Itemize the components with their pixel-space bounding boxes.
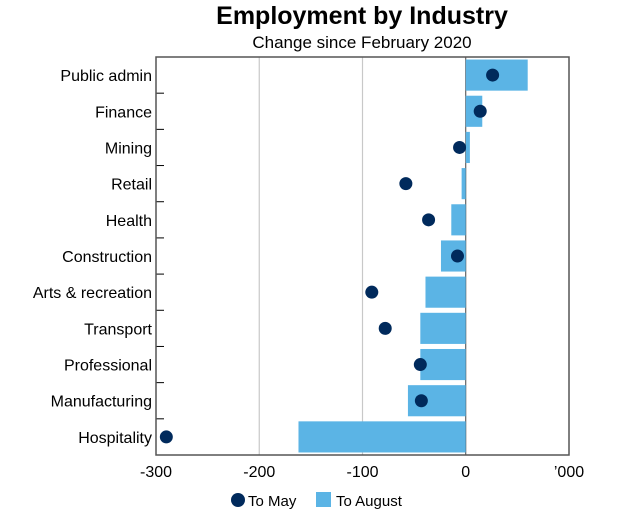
chart-subtitle: Change since February 2020 xyxy=(252,33,472,52)
bar-to-august xyxy=(420,348,466,381)
legend-dot-icon xyxy=(231,493,245,507)
category-label: Mining xyxy=(105,140,152,157)
x-tick-label: 0 xyxy=(461,464,470,481)
dot-to-may xyxy=(414,394,428,408)
bar-to-august xyxy=(465,131,470,164)
dot-to-may xyxy=(453,140,467,154)
category-label: Health xyxy=(106,213,152,230)
category-label: Manufacturing xyxy=(51,394,152,411)
x-tick-label: -200 xyxy=(243,464,275,481)
legend-label-to-august: To August xyxy=(336,493,403,510)
dot-to-may xyxy=(159,430,173,444)
category-label: Arts & recreation xyxy=(33,285,152,302)
plot-frame xyxy=(155,56,570,456)
bar-to-august xyxy=(451,204,466,236)
x-tick-label: -100 xyxy=(346,464,378,481)
category-label: Transport xyxy=(84,321,152,338)
x-tick-label: -300 xyxy=(140,464,172,481)
bar-to-august xyxy=(298,421,466,453)
category-label: Professional xyxy=(64,358,152,375)
unit-label: ’000 xyxy=(554,464,584,481)
dot-to-may xyxy=(413,358,427,372)
chart-title: Employment by Industry xyxy=(216,2,508,30)
category-label: Hospitality xyxy=(78,430,152,447)
dot-to-may xyxy=(473,104,487,118)
category-label: Finance xyxy=(95,104,152,121)
category-label: Public admin xyxy=(60,68,152,85)
category-label: Construction xyxy=(62,249,152,266)
dot-to-may xyxy=(486,68,500,82)
bar-to-august xyxy=(420,312,466,344)
legend-bar-icon xyxy=(316,492,331,507)
category-label: Retail xyxy=(111,177,152,194)
bar-to-august xyxy=(425,276,466,308)
dot-to-may xyxy=(450,249,464,263)
legend-label-to-may: To May xyxy=(248,493,297,510)
dot-to-may xyxy=(365,285,379,299)
dot-to-may xyxy=(378,321,392,335)
dot-to-may xyxy=(399,177,413,191)
bar-to-august xyxy=(461,168,466,200)
dot-to-may xyxy=(422,213,436,227)
